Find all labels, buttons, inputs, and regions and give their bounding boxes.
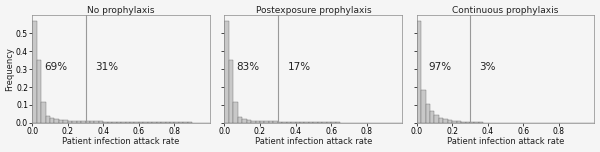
Bar xyxy=(121,122,125,123)
Bar xyxy=(461,122,466,123)
Bar xyxy=(64,120,68,123)
Y-axis label: Frequency: Frequency xyxy=(5,47,14,91)
Bar xyxy=(242,119,247,123)
Bar xyxy=(125,122,130,123)
Bar xyxy=(331,122,335,123)
Bar xyxy=(143,122,148,123)
Bar xyxy=(430,111,434,123)
Bar xyxy=(86,121,90,123)
Bar xyxy=(457,121,461,123)
Bar xyxy=(116,122,121,123)
Bar xyxy=(425,104,430,123)
Bar xyxy=(278,122,282,123)
Bar xyxy=(296,122,300,123)
Bar xyxy=(229,60,233,123)
Bar xyxy=(59,120,64,123)
Bar xyxy=(94,121,99,123)
Bar xyxy=(99,121,103,123)
Bar xyxy=(479,122,484,123)
Bar xyxy=(161,122,166,123)
Bar xyxy=(322,122,326,123)
Bar xyxy=(148,122,152,123)
Bar xyxy=(32,21,37,123)
Bar xyxy=(448,120,452,123)
X-axis label: Patient infection attack rate: Patient infection attack rate xyxy=(254,137,372,146)
Text: 3%: 3% xyxy=(479,62,496,72)
X-axis label: Patient infection attack rate: Patient infection attack rate xyxy=(447,137,564,146)
Bar xyxy=(434,115,439,123)
Bar xyxy=(256,121,260,123)
Title: No prophylaxis: No prophylaxis xyxy=(88,6,155,15)
Bar xyxy=(179,122,184,123)
Bar xyxy=(470,122,475,123)
X-axis label: Patient infection attack rate: Patient infection attack rate xyxy=(62,137,180,146)
Bar xyxy=(224,21,229,123)
Bar xyxy=(77,121,81,123)
Bar xyxy=(55,119,59,123)
Bar xyxy=(46,116,50,123)
Bar xyxy=(68,121,72,123)
Bar xyxy=(475,122,479,123)
Title: Continuous prophylaxis: Continuous prophylaxis xyxy=(452,6,559,15)
Bar xyxy=(326,122,331,123)
Bar xyxy=(238,117,242,123)
Bar xyxy=(291,122,296,123)
Bar xyxy=(41,102,46,123)
Bar xyxy=(134,122,139,123)
Bar xyxy=(274,121,278,123)
Bar xyxy=(188,122,192,123)
Bar xyxy=(287,122,291,123)
Bar xyxy=(166,122,170,123)
Bar xyxy=(37,60,41,123)
Bar xyxy=(130,122,134,123)
Text: 83%: 83% xyxy=(236,62,259,72)
Bar xyxy=(421,90,425,123)
Bar xyxy=(139,122,143,123)
Title: Postexposure prophylaxis: Postexposure prophylaxis xyxy=(256,6,371,15)
Bar xyxy=(170,122,175,123)
Bar xyxy=(152,122,157,123)
Text: 97%: 97% xyxy=(428,62,451,72)
Bar xyxy=(300,122,304,123)
Bar xyxy=(90,121,94,123)
Bar xyxy=(313,122,318,123)
Bar xyxy=(175,122,179,123)
Bar xyxy=(318,122,322,123)
Bar xyxy=(184,122,188,123)
Bar xyxy=(304,122,309,123)
Text: 69%: 69% xyxy=(44,62,67,72)
Bar xyxy=(247,120,251,123)
Bar xyxy=(466,122,470,123)
Bar xyxy=(81,121,86,123)
Bar xyxy=(103,122,108,123)
Text: 31%: 31% xyxy=(95,62,118,72)
Bar xyxy=(416,21,421,123)
Text: 17%: 17% xyxy=(287,62,311,72)
Bar xyxy=(157,122,161,123)
Bar xyxy=(112,122,116,123)
Bar xyxy=(309,122,313,123)
Bar xyxy=(260,121,265,123)
Bar xyxy=(452,121,457,123)
Bar xyxy=(72,121,77,123)
Bar xyxy=(282,122,287,123)
Bar xyxy=(233,102,238,123)
Bar xyxy=(50,118,55,123)
Bar xyxy=(265,121,269,123)
Bar xyxy=(443,119,448,123)
Bar xyxy=(439,117,443,123)
Bar xyxy=(251,121,256,123)
Bar xyxy=(108,122,112,123)
Bar xyxy=(335,122,340,123)
Bar xyxy=(269,121,274,123)
